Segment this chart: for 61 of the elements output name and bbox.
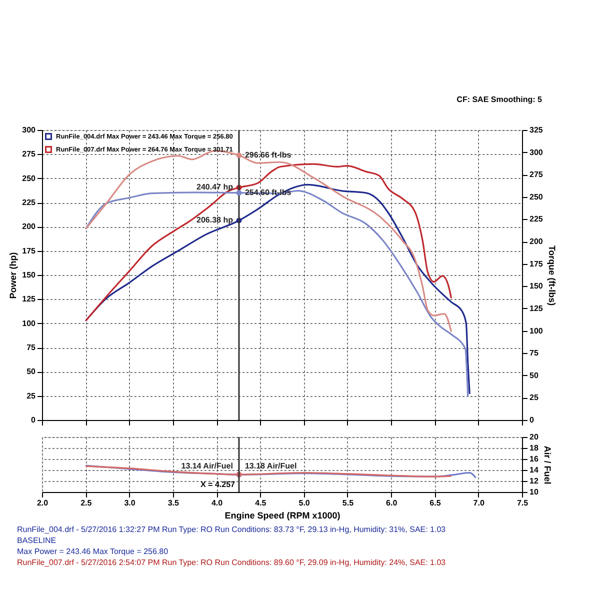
y-tick-label: 200 [22,222,36,232]
x-axis-title: Engine Speed (RPM x1000) [224,510,340,520]
y2-axis-title: Torque (ft-lbs) [546,245,557,306]
y-axis-title: Power (hp) [8,252,18,299]
data-label: 13.18 Air/Fuel [244,462,297,471]
y-tick-label: 75 [26,343,36,352]
y2-tick-label: 250 [530,192,544,202]
y2-tick-label: 10 [530,488,539,496]
y2-tick-label: 275 [530,170,544,180]
y-tick-label: 25 [26,391,36,400]
y2-tick-label: 150 [530,282,544,291]
y2-tick-label: 14 [530,466,539,474]
y-tick-label: 250 [22,174,36,183]
y2-tick-label: 16 [530,454,539,464]
y2-tick-label: 300 [530,148,544,157]
x-tick-label: 2.0 [36,498,49,508]
y-tick-label: 150 [22,270,36,280]
data-label: 254.60 ft-lbs [244,188,292,197]
ref-line-label: X = 4.257 [200,480,236,489]
y-tick-label: 225 [22,198,36,207]
x-tick-label: 3.0 [124,498,136,508]
y-tick-label: 0 [31,416,36,424]
data-label: 206.38 hp [196,216,234,224]
data-label: 240.47 hp [196,182,234,192]
y2-tick-label: 200 [530,237,544,246]
y2-tick-label: 175 [530,259,544,268]
y-tick-label: 275 [22,150,36,159]
y2-tick-label: 325 [530,126,544,134]
y-tick-label: 50 [26,367,36,376]
text: RunFile_007.drf - 5/27/2016 2:54:07 PM Run Type: RO Run Conditions: 89.60 °F, 29.09 in-Hg, Humidity: 24%, SAE: 1.03 [17,558,446,567]
y2-tick-label: 18 [530,444,539,452]
y2-tick-label: 50 [530,370,539,380]
y-tick-label: 125 [22,294,36,304]
y2-tick-label: 225 [530,214,544,224]
y2-tick-label: 25 [530,393,539,402]
data-label: 296.66 ft-lbs [244,150,292,160]
x-tick-label: 7.5 [516,498,529,508]
data-label: 13.14 Air/Fuel [181,462,233,471]
x-tick-label: 5.5 [342,498,354,508]
x-tick-label: 4.0 [211,498,224,508]
text: BASELINE [17,536,56,545]
x-tick-label: 2.5 [80,498,92,508]
x-tick-label: 7.0 [473,498,485,508]
y2-tick-label: 0 [530,416,534,424]
x-tick-label: 4.5 [255,498,267,508]
y2-tick-label: 20 [530,432,539,442]
y2-tick-label: 100 [530,326,544,336]
text: CF: SAE Smoothing: 5 [456,95,543,104]
x-tick-label: 3.5 [168,498,180,508]
y2-axis-title: Air / Fuel [542,446,552,484]
text: RunFile_004.drf - 5/27/2016 1:32:27 PM Run Type: RO Run Conditions: 83.73 °F, 29.13 in-Hg, Humidity: 31%, SAE: 1.03 [17,525,446,534]
x-tick-label: 6.5 [430,498,442,508]
y-tick-label: 175 [22,246,36,256]
y2-tick-label: 12 [530,476,539,486]
text: Max Power = 243.46 Max Torque = 256.80 [17,547,169,556]
y2-tick-label: 125 [530,304,544,313]
y2-tick-label: 75 [530,348,539,358]
x-tick-label: 5.0 [298,498,310,508]
y-tick-label: 300 [22,126,36,134]
x-tick-label: 6.0 [386,498,398,508]
y-tick-label: 100 [22,318,36,328]
